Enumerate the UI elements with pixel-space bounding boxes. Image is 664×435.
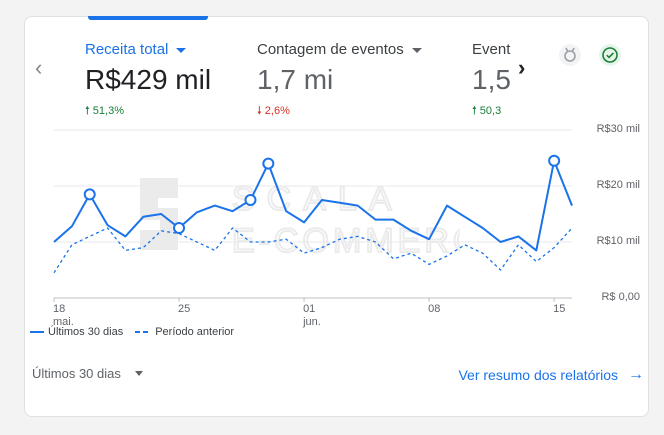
metric-events-delta: 🠗 2,6% bbox=[257, 105, 290, 117]
y-tick-label: R$20 mil bbox=[596, 179, 640, 191]
metric-events[interactable]: Contagem de eventos 1,7 mi 🠗 2,6% bbox=[257, 41, 422, 121]
previous-metric-button[interactable]: ‹ bbox=[35, 55, 43, 80]
x-tick-label: 25 bbox=[178, 303, 191, 315]
series-line-current bbox=[53, 159, 573, 252]
arrow-up-icon: 🠕 bbox=[472, 105, 477, 117]
x-tick-label: 01 jun. bbox=[303, 303, 321, 328]
arrow-right-icon: → bbox=[628, 366, 644, 383]
chevron-down-icon bbox=[411, 47, 422, 53]
period-selector[interactable]: Últimos 30 dias bbox=[32, 366, 143, 381]
metric-third-delta: 🠕 50,3 bbox=[472, 105, 502, 117]
y-tick-label: R$30 mil bbox=[596, 123, 640, 135]
metric-third-value: 1,5 bbox=[472, 64, 511, 95]
data-point-marker[interactable] bbox=[244, 194, 257, 206]
view-reports-link[interactable]: Ver resumo dos relatórios → bbox=[458, 366, 644, 383]
chevron-down-icon bbox=[176, 47, 187, 53]
y-tick-label: R$ 0,00 bbox=[601, 291, 640, 303]
data-point-marker[interactable] bbox=[173, 222, 186, 234]
metric-revenue[interactable]: Receita total R$429 mil 🠕 51,3% bbox=[85, 41, 211, 121]
series-line-previous bbox=[53, 227, 573, 274]
x-tick-label: 15 bbox=[553, 303, 566, 315]
y-tick-label: R$10 mil bbox=[596, 235, 640, 247]
next-metric-button[interactable]: › bbox=[518, 55, 526, 80]
data-point-marker[interactable] bbox=[83, 188, 96, 201]
metric-events-value: 1,7 mi bbox=[257, 64, 334, 95]
report-card: ‹ Receita total R$429 mil 🠕 51,3% Contag… bbox=[24, 16, 649, 417]
check-circle-icon[interactable] bbox=[598, 43, 622, 67]
metric-events-label[interactable]: Contagem de eventos bbox=[257, 41, 422, 58]
metric-revenue-label[interactable]: Receita total bbox=[85, 41, 211, 58]
arrow-up-icon: 🠕 bbox=[85, 105, 90, 117]
caret-down-icon bbox=[134, 371, 143, 376]
active-metric-indicator bbox=[88, 16, 208, 20]
metric-third[interactable]: Event 1,5 🠕 50,3 bbox=[472, 41, 512, 121]
data-point-marker[interactable] bbox=[548, 154, 561, 167]
chart-legend: Últimos 30 dias Período anterior bbox=[30, 326, 234, 338]
metric-third-label[interactable]: Event bbox=[472, 41, 511, 58]
metric-revenue-value: R$429 mil bbox=[85, 64, 212, 95]
arrow-down-icon: 🠗 bbox=[257, 105, 262, 117]
legend-item-current: Últimos 30 dias bbox=[30, 326, 124, 338]
legend-item-previous: Período anterior bbox=[135, 326, 235, 338]
insights-badge-icon[interactable] bbox=[558, 43, 582, 67]
x-tick-label: 08 bbox=[428, 303, 441, 315]
data-point-marker[interactable] bbox=[262, 157, 275, 170]
metric-revenue-delta: 🠕 51,3% bbox=[85, 105, 124, 117]
x-tick-label: 18 mai. bbox=[53, 303, 74, 328]
